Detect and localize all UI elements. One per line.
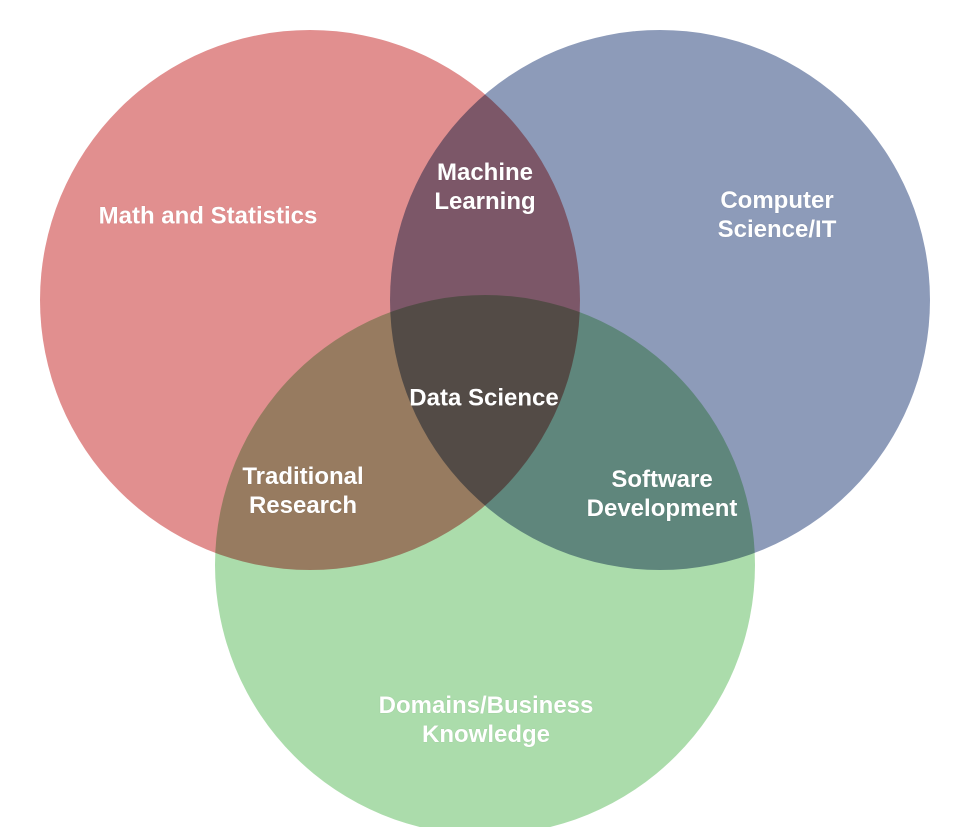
label-software-development: Software Development	[587, 466, 738, 524]
label-traditional-research: Traditional Research	[242, 463, 363, 521]
label-computer-science: Computer Science/IT	[680, 187, 874, 245]
label-machine-learning: Machine Learning	[434, 159, 535, 217]
label-domains-business: Domains/Business Knowledge	[379, 692, 594, 750]
label-data-science: Data Science	[409, 385, 558, 414]
venn-diagram: Math and Statistics Computer Science/IT …	[0, 0, 971, 827]
label-math-and-statistics: Math and Statistics	[99, 203, 318, 232]
